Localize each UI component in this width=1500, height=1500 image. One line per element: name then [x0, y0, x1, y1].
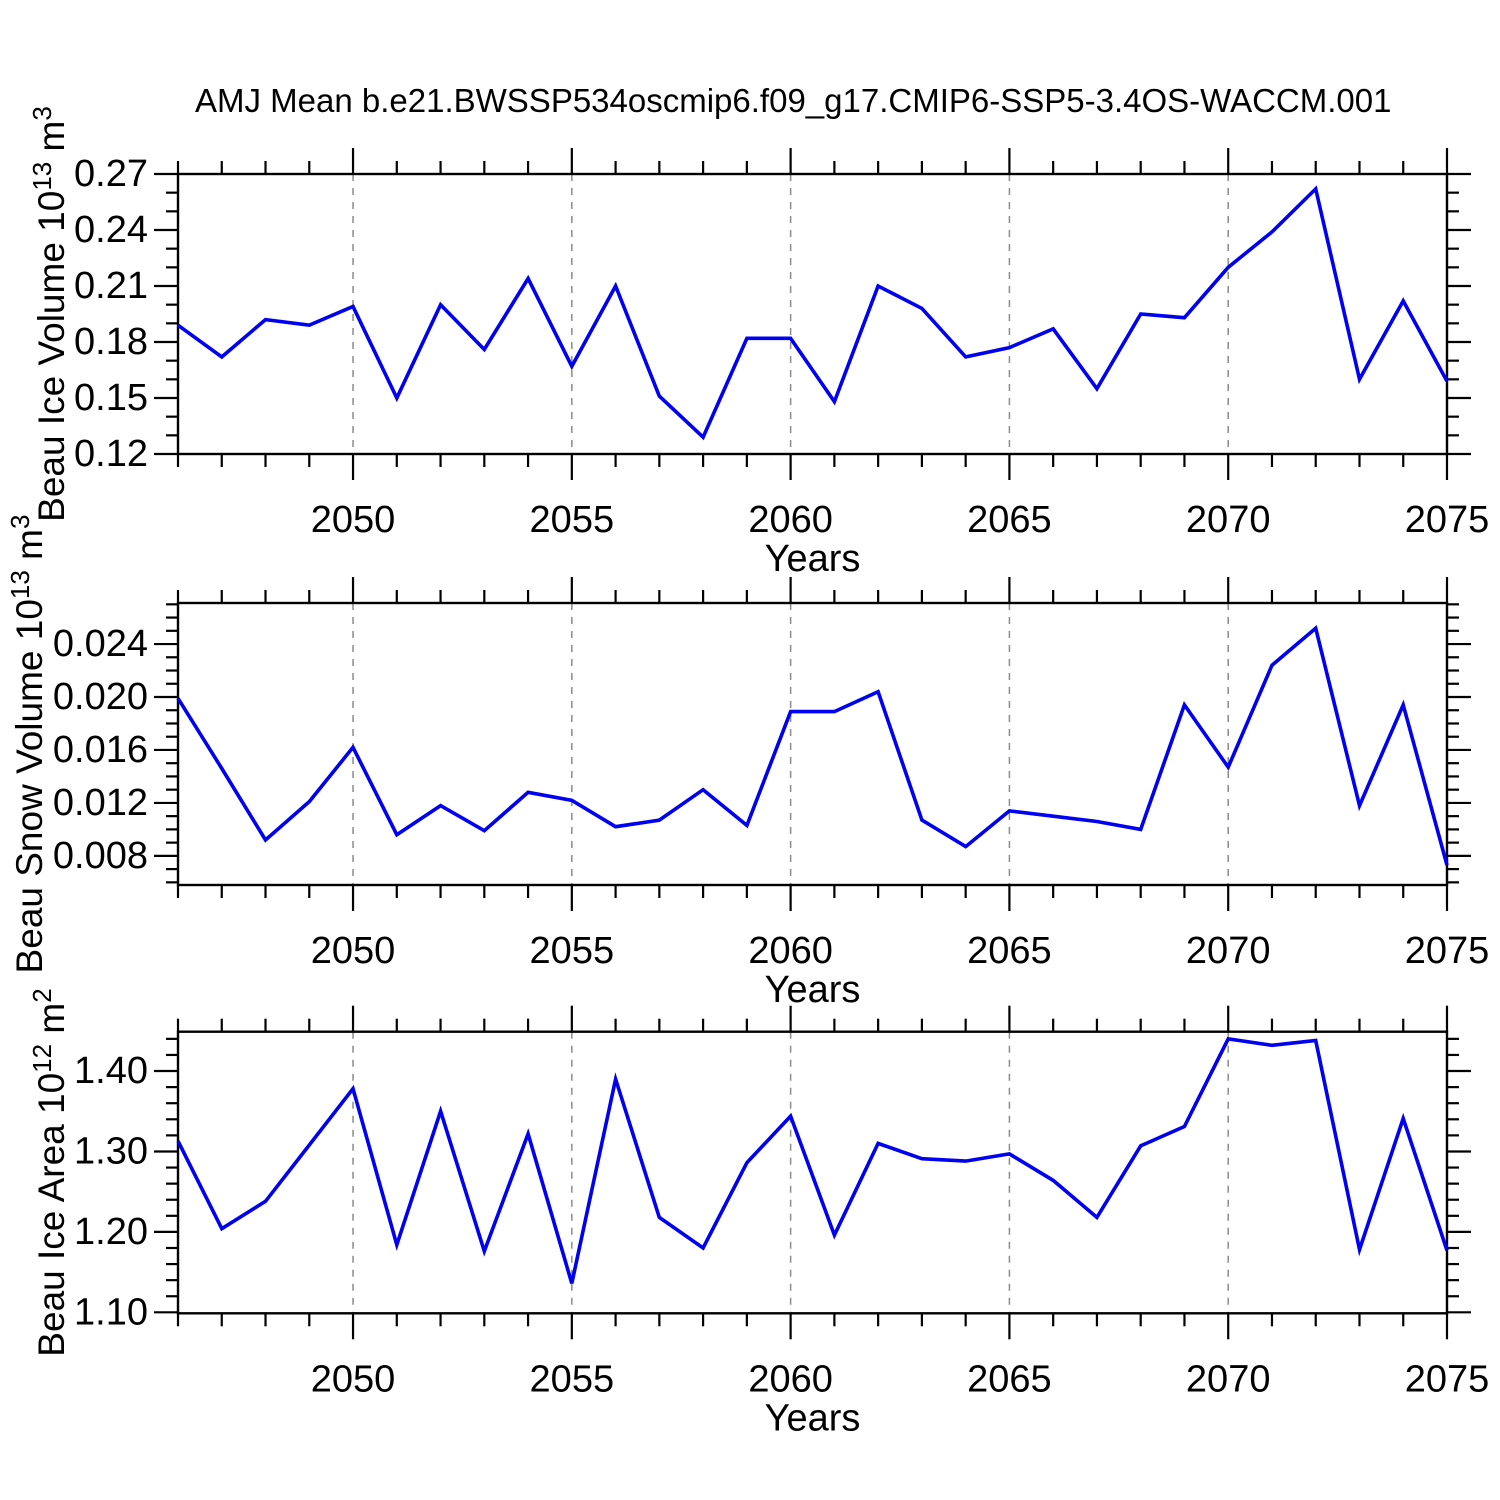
- y-axis-title-superscript: 3: [5, 515, 35, 529]
- y-axis-title-superscript: 13: [27, 162, 57, 191]
- y-tick-label: 0.016: [53, 729, 148, 771]
- x-tick-label: 2050: [311, 499, 396, 541]
- y-axis-title-text: Beau Snow Volume 10: [9, 599, 50, 973]
- x-tick-label: 2050: [311, 930, 396, 972]
- x-tick-label: 2070: [1186, 1358, 1271, 1400]
- y-axis-title-superscript: 12: [27, 1044, 57, 1073]
- x-tick-label: 2075: [1405, 499, 1490, 541]
- y-axis-title-text: m: [31, 121, 72, 162]
- y-tick-label: 0.27: [74, 153, 148, 195]
- chart-panel-beau-ice-volume: 0.12 0.15 0.18 0.21 0.24 0.27 2050 2055 2060 2065…: [27, 106, 1489, 580]
- y-axis-title-text: m: [9, 529, 50, 570]
- x-axis-title: Years: [765, 969, 861, 1011]
- x-tick-label: 2070: [1186, 499, 1271, 541]
- y-axis-title-superscript: 3: [27, 106, 57, 120]
- x-tick-label: 2070: [1186, 930, 1271, 972]
- series-line-beau-snow-volume: [176, 624, 1449, 866]
- y-tick-label: 0.008: [53, 835, 148, 877]
- y-axis-title-superscript: 13: [5, 570, 35, 599]
- plot-box: [176, 1030, 1449, 1315]
- y-axis-title-superscript: 2: [27, 988, 57, 1002]
- chart-panel-beau-snow-volume: 0.008 0.012 0.016 0.020 0.024 2050 2055 2060 206…: [5, 515, 1489, 1011]
- y-tick-label: 0.012: [53, 782, 148, 824]
- y-tick-label: 1.30: [74, 1130, 148, 1172]
- series-line-beau-ice-volume: [176, 185, 1449, 441]
- x-tick-label: 2060: [748, 499, 833, 541]
- x-tick-label: 2050: [311, 1358, 396, 1400]
- y-axis-title-text: Beau Ice Area 10: [31, 1073, 72, 1357]
- y-axis-title-text: Beau Ice Volume 10: [31, 191, 72, 522]
- x-tick-label: 2055: [530, 1358, 615, 1400]
- x-tick-label: 2055: [530, 930, 615, 972]
- y-tick-label: 0.21: [74, 265, 148, 307]
- x-tick-label: 2065: [967, 1358, 1052, 1400]
- chart-title: AMJ Mean b.e21.BWSSP534oscmip6.f09_g17.C…: [195, 82, 1392, 119]
- y-tick-label: 0.024: [53, 623, 148, 665]
- y-axis-title: Beau Snow Volume 1013 m3: [5, 515, 50, 974]
- series-line-beau-ice-area: [176, 1036, 1449, 1284]
- y-tick-label: 1.10: [74, 1291, 148, 1333]
- y-tick-label: 1.40: [74, 1050, 148, 1092]
- chart-panel-beau-ice-area: 1.10 1.20 1.30 1.40 2050 2055 2060 2065 2070 2075…: [27, 988, 1489, 1439]
- x-axis-title: Years: [765, 1397, 861, 1439]
- y-axis-title: Beau Ice Area 1012 m2: [27, 988, 72, 1356]
- y-tick-label: 0.15: [74, 377, 148, 419]
- y-axis-title: Beau Ice Volume 1013 m3: [27, 106, 72, 522]
- x-tick-label: 2060: [748, 1358, 833, 1400]
- plot-box: [176, 172, 1449, 456]
- y-tick-label: 0.12: [74, 433, 148, 475]
- x-tick-label: 2075: [1405, 930, 1490, 972]
- x-tick-label: 2060: [748, 930, 833, 972]
- x-tick-label: 2065: [967, 499, 1052, 541]
- plot-box: [176, 601, 1449, 887]
- y-axis-title-text: m: [31, 1003, 72, 1044]
- y-tick-label: 1.20: [74, 1211, 148, 1253]
- y-tick-label: 0.18: [74, 321, 148, 363]
- x-tick-label: 2065: [967, 930, 1052, 972]
- x-axis-title: Years: [765, 538, 861, 580]
- y-tick-label: 0.020: [53, 676, 148, 718]
- x-tick-label: 2075: [1405, 1358, 1490, 1400]
- y-tick-label: 0.24: [74, 209, 148, 251]
- x-tick-label: 2055: [530, 499, 615, 541]
